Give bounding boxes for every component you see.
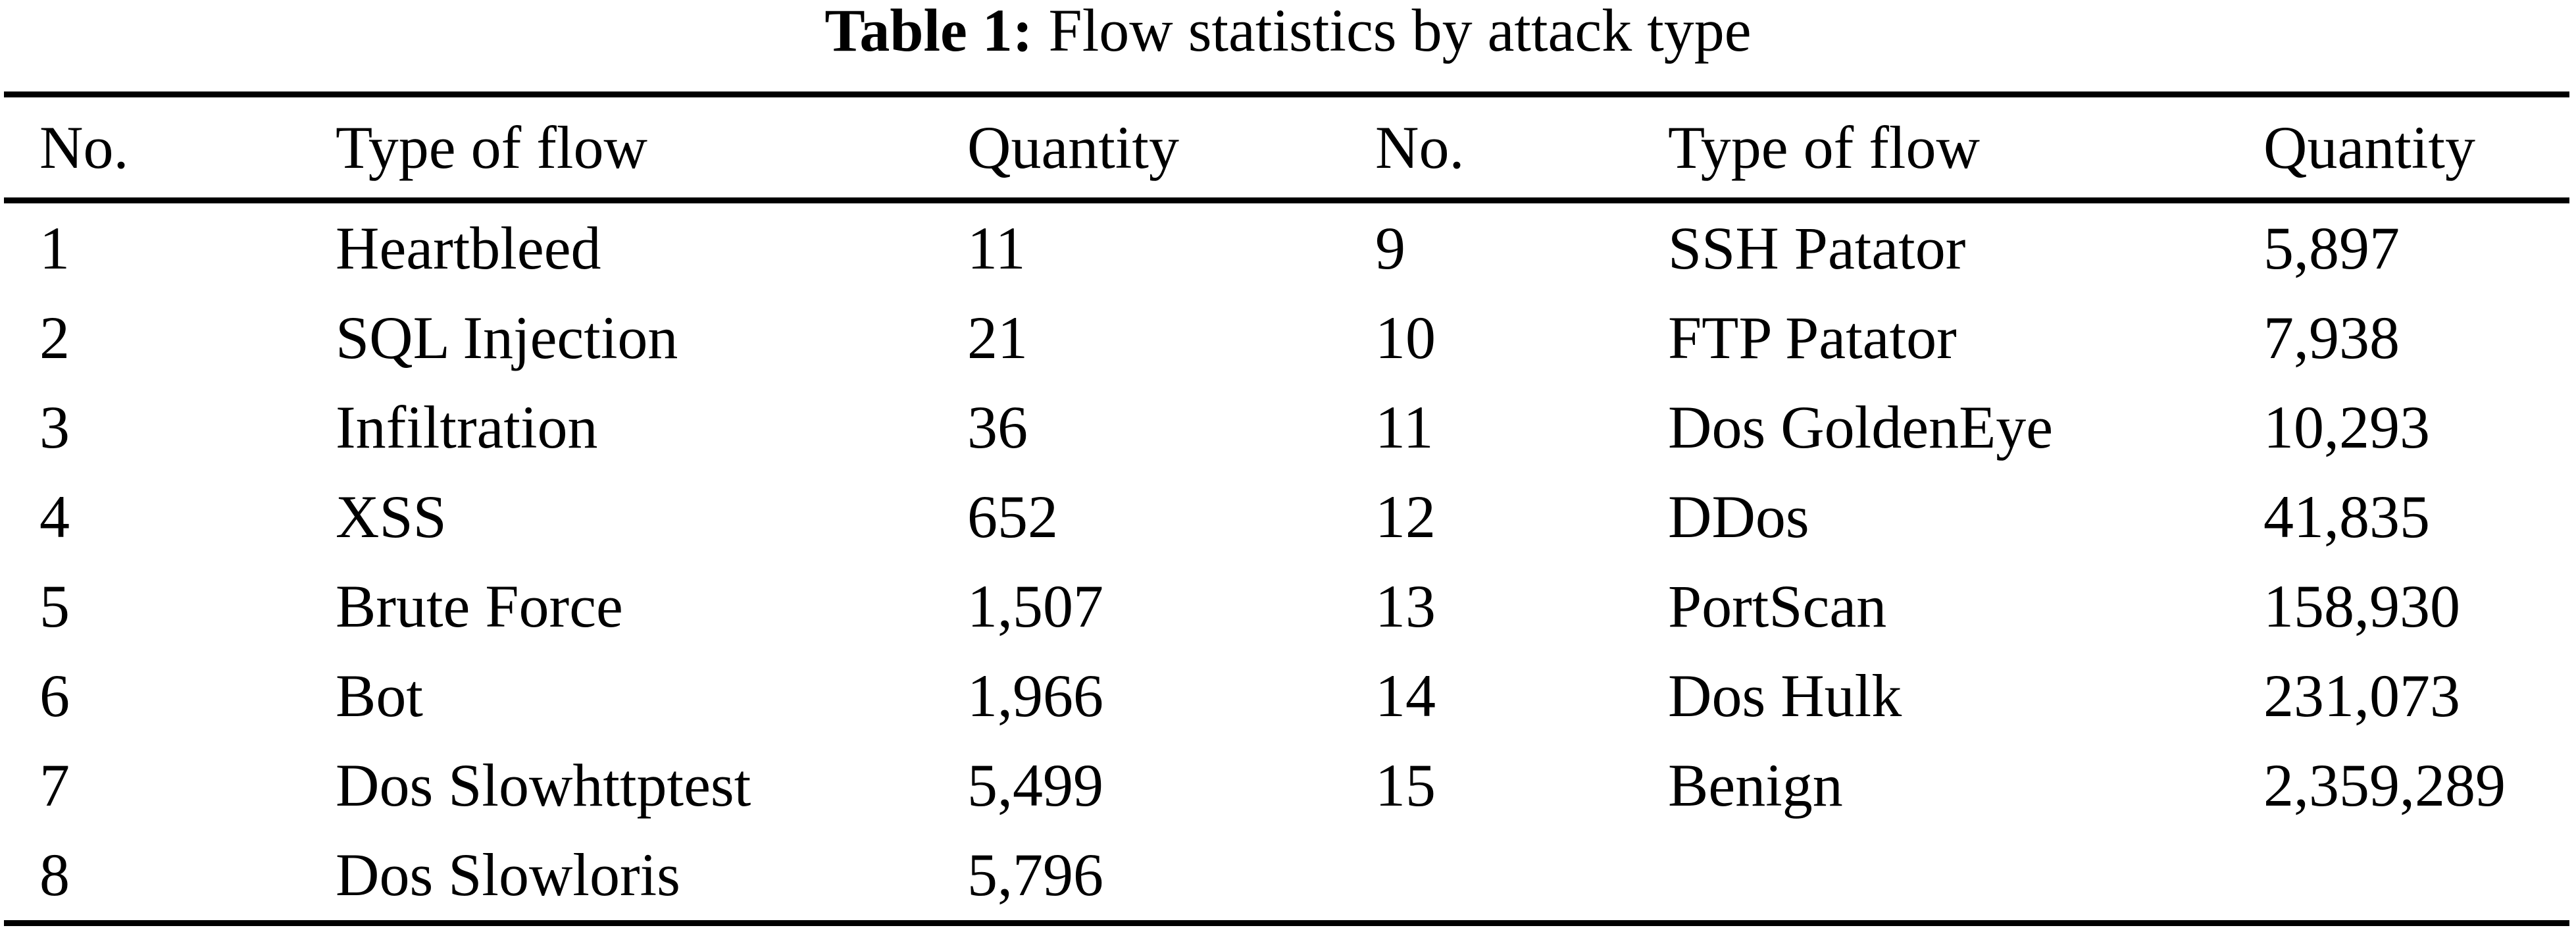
table-caption-text: Flow statistics by attack type	[1048, 0, 1752, 64]
cell-quantity: 1,966	[967, 662, 1103, 729]
cell-type-of-flow: FTP Patator	[1668, 304, 1957, 371]
cell-type-of-flow: Brute Force	[336, 573, 623, 640]
cell-no: 2	[39, 304, 70, 371]
cell-no: 5	[39, 573, 70, 640]
cell-type-of-flow: Bot	[336, 662, 423, 729]
cell-no: 15	[1375, 752, 1436, 819]
cell-type-of-flow: Dos Hulk	[1668, 662, 1902, 729]
header-cell-no: No.	[39, 114, 129, 181]
cell-type-of-flow: PortScan	[1668, 573, 1887, 640]
cell-type-of-flow: XSS	[336, 483, 447, 550]
cell-quantity: 10,293	[2263, 394, 2430, 461]
cell-no: 12	[1375, 483, 1436, 550]
cell-type-of-flow: SSH Patator	[1668, 215, 1966, 282]
cell-no: 8	[39, 841, 70, 908]
header-cell-type-of-flow: Type of flow	[1668, 114, 1980, 181]
table-caption: Table 1: Flow statistics by attack type	[0, 0, 2576, 61]
cell-no: 11	[1375, 394, 1434, 461]
cell-quantity: 36	[967, 394, 1028, 461]
cell-quantity: 5,499	[967, 752, 1103, 819]
cell-quantity: 7,938	[2263, 304, 2400, 371]
cell-type-of-flow: Dos GoldenEye	[1668, 394, 2054, 461]
cell-quantity: 21	[967, 304, 1028, 371]
cell-quantity: 231,073	[2263, 662, 2460, 729]
cell-quantity: 2,359,289	[2263, 752, 2506, 819]
header-cell-quantity: Quantity	[2263, 114, 2475, 181]
cell-quantity: 652	[967, 483, 1058, 550]
cell-quantity: 41,835	[2263, 483, 2430, 550]
cell-no: 4	[39, 483, 70, 550]
cell-no: 1	[39, 215, 70, 282]
cell-no: 14	[1375, 662, 1436, 729]
header-cell-quantity: Quantity	[967, 114, 1179, 181]
table-header-rule	[4, 197, 2569, 203]
cell-quantity: 11	[967, 215, 1026, 282]
header-cell-no: No.	[1375, 114, 1465, 181]
table-header-row: No. Type of flow Quantity No. Type of flow Qu…	[0, 97, 2576, 197]
cell-quantity: 5,796	[967, 841, 1103, 908]
cell-type-of-flow: Dos Slowhttptest	[336, 752, 751, 819]
cell-no: 10	[1375, 304, 1436, 371]
table-caption-label: Table 1:	[824, 0, 1033, 64]
table-top-rule	[4, 91, 2569, 97]
cell-type-of-flow: Dos Slowloris	[336, 841, 680, 908]
header-cell-type-of-flow: Type of flow	[336, 114, 647, 181]
cell-quantity: 1,507	[967, 573, 1103, 640]
cell-type-of-flow: Heartbleed	[336, 215, 601, 282]
cell-no: 3	[39, 394, 70, 461]
cell-type-of-flow: SQL Injection	[336, 304, 678, 371]
table-bottom-rule	[4, 920, 2569, 926]
cell-no: 7	[39, 752, 70, 819]
cell-quantity: 5,897	[2263, 215, 2400, 282]
cell-no: 13	[1375, 573, 1436, 640]
cell-no: 9	[1375, 215, 1405, 282]
cell-type-of-flow: Benign	[1668, 752, 1843, 819]
table-body: 1 Heartbleed 11 9 SSH Patator 5,897 2 SQL Injec…	[0, 203, 2576, 919]
cell-quantity: 158,930	[2263, 573, 2460, 640]
cell-type-of-flow: Infiltration	[336, 394, 598, 461]
cell-no: 6	[39, 662, 70, 729]
cell-type-of-flow: DDos	[1668, 483, 1809, 550]
